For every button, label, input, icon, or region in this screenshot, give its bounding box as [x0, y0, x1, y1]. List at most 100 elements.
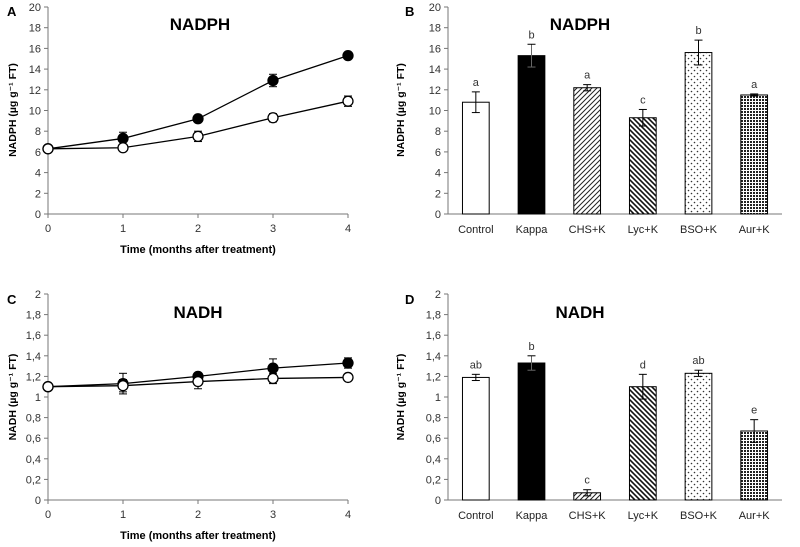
chart-title: NADPH — [170, 15, 230, 34]
panel-letter: B — [405, 4, 414, 19]
y-tick-label: 1,4 — [26, 351, 41, 363]
x-axis-label: Time (months after treatment) — [120, 244, 276, 256]
panel-c: C 0 0,2 0,4 0,6 0,8 1 1,2 1,4 1,6 1,8 2 NADH (µg g⁻¹… — [7, 289, 354, 542]
data-point — [267, 112, 279, 124]
panel-letter: C — [7, 292, 17, 307]
x-tick-label: CHS+K — [569, 224, 607, 236]
chart-title: NADPH — [550, 15, 610, 34]
series-control — [42, 95, 354, 155]
bar-group: b Kappa — [516, 341, 549, 522]
significance-letter: ab — [470, 359, 482, 371]
y-tick-label: 1,2 — [26, 371, 41, 383]
y-tick-label: 2 — [35, 289, 41, 301]
x-tick-label: 2 — [195, 509, 201, 521]
x-tick-label: 1 — [120, 509, 126, 521]
panel-letter: D — [405, 292, 414, 307]
bar — [461, 101, 490, 215]
bar — [628, 117, 657, 215]
y-tick-label: 1,8 — [426, 310, 441, 322]
y-axis-label: NADPH (µg g⁻¹ FT) — [395, 63, 407, 157]
x-tick-label: Kappa — [516, 510, 549, 522]
data-point — [192, 130, 204, 143]
y-axis-label: NADPH (µg g⁻¹ FT) — [7, 63, 19, 157]
bar-group: c Lyc+K — [628, 94, 659, 236]
panel-letter: A — [7, 4, 17, 19]
x-tick-label: 4 — [345, 509, 351, 521]
y-tick-label: 12 — [429, 85, 441, 97]
x-tick-label: Control — [458, 224, 493, 236]
data-point — [192, 375, 204, 388]
data-point — [342, 371, 354, 384]
bar — [628, 386, 657, 501]
y-tick-label: 8 — [435, 126, 441, 138]
significance-letter: b — [695, 25, 701, 37]
significance-letter: c — [584, 475, 590, 487]
y-tick-label: 12 — [29, 85, 41, 97]
significance-letter: b — [528, 29, 534, 41]
y-axis-label: NADH (µg g⁻¹ FT) — [7, 354, 19, 441]
significance-letter: c — [640, 94, 646, 106]
significance-letter: d — [640, 359, 646, 371]
y-tick-label: 10 — [429, 106, 441, 118]
chart-title: NADH — [555, 303, 604, 322]
y-tick-label: 4 — [435, 168, 441, 180]
x-tick-label: 0 — [45, 509, 51, 521]
significance-letter: a — [473, 77, 480, 89]
series-control — [42, 371, 354, 393]
x-tick-label: Kappa — [516, 224, 549, 236]
x-tick-label: 3 — [270, 509, 276, 521]
y-tick-label: 0,4 — [26, 454, 41, 466]
bar-group: b BSO+K — [680, 25, 718, 236]
data-point — [267, 74, 279, 87]
significance-letter: b — [528, 341, 534, 353]
y-tick-label: 0,4 — [426, 454, 441, 466]
x-tick-label: 0 — [45, 223, 51, 235]
bar-group: c CHS+K — [569, 475, 607, 522]
bar-group: a Control — [458, 77, 493, 236]
data-point — [342, 49, 354, 62]
data-point — [192, 113, 204, 125]
y-tick-label: 0,8 — [426, 413, 441, 425]
data-point — [342, 95, 354, 107]
x-tick-label: Lyc+K — [628, 224, 659, 236]
significance-letter: ab — [692, 355, 704, 367]
data-point — [267, 372, 279, 385]
y-tick-label: 16 — [29, 43, 41, 55]
chart-title: NADH — [173, 303, 222, 322]
y-tick-label: 16 — [429, 43, 441, 55]
y-tick-label: 1,6 — [26, 330, 41, 342]
bar-group: a Aur+K — [739, 79, 771, 236]
bar-group: a CHS+K — [569, 70, 607, 236]
bar — [517, 362, 546, 501]
data-point — [42, 381, 54, 393]
y-tick-label: 0 — [435, 209, 441, 221]
x-tick-label: 3 — [270, 223, 276, 235]
x-tick-label: 1 — [120, 223, 126, 235]
y-tick-label: 1,4 — [426, 351, 441, 363]
data-point — [117, 142, 129, 154]
x-tick-label: Control — [458, 510, 493, 522]
y-tick-label: 4 — [35, 168, 41, 180]
significance-letter: e — [751, 405, 757, 417]
y-tick-label: 0,8 — [26, 413, 41, 425]
y-tick-label: 0,2 — [426, 474, 441, 486]
x-tick-label: Aur+K — [739, 510, 771, 522]
panel-d: D 0 0,2 0,4 0,6 0,8 1 1,2 1,4 1,6 1,8 2 NADH (µg g⁻¹… — [395, 289, 782, 522]
y-tick-label: 0,2 — [26, 474, 41, 486]
y-tick-label: 14 — [429, 64, 441, 76]
y-tick-label: 6 — [435, 147, 441, 159]
y-tick-label: 2 — [435, 289, 441, 301]
data-point — [267, 362, 279, 374]
y-tick-label: 0 — [35, 495, 41, 507]
y-tick-label: 1,2 — [426, 371, 441, 383]
y-tick-label: 8 — [35, 126, 41, 138]
data-point — [117, 380, 129, 392]
x-tick-label: BSO+K — [680, 510, 718, 522]
y-tick-label: 1 — [35, 392, 41, 404]
bar-group: d Lyc+K — [628, 359, 659, 522]
x-tick-label: BSO+K — [680, 224, 718, 236]
bar-group: e Aur+K — [739, 405, 771, 522]
bar-group: ab BSO+K — [680, 355, 718, 522]
